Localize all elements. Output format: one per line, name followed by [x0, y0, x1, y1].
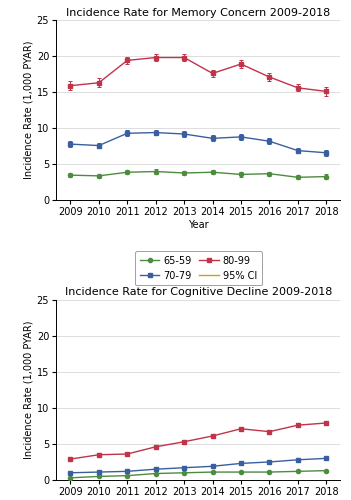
Legend: 65-59, 70-79, 80-99, 95% CI: 65-59, 70-79, 80-99, 95% CI	[135, 251, 261, 286]
Y-axis label: Incidence Rate (1,000 PYAR): Incidence Rate (1,000 PYAR)	[24, 320, 34, 459]
Title: Incidence Rate for Cognitive Decline 2009-2018: Incidence Rate for Cognitive Decline 200…	[65, 288, 332, 298]
X-axis label: Year: Year	[188, 220, 208, 230]
Title: Incidence Rate for Memory Concern 2009-2018: Incidence Rate for Memory Concern 2009-2…	[66, 8, 330, 18]
Y-axis label: Incidence Rate (1,000 PYAR): Incidence Rate (1,000 PYAR)	[24, 41, 34, 179]
